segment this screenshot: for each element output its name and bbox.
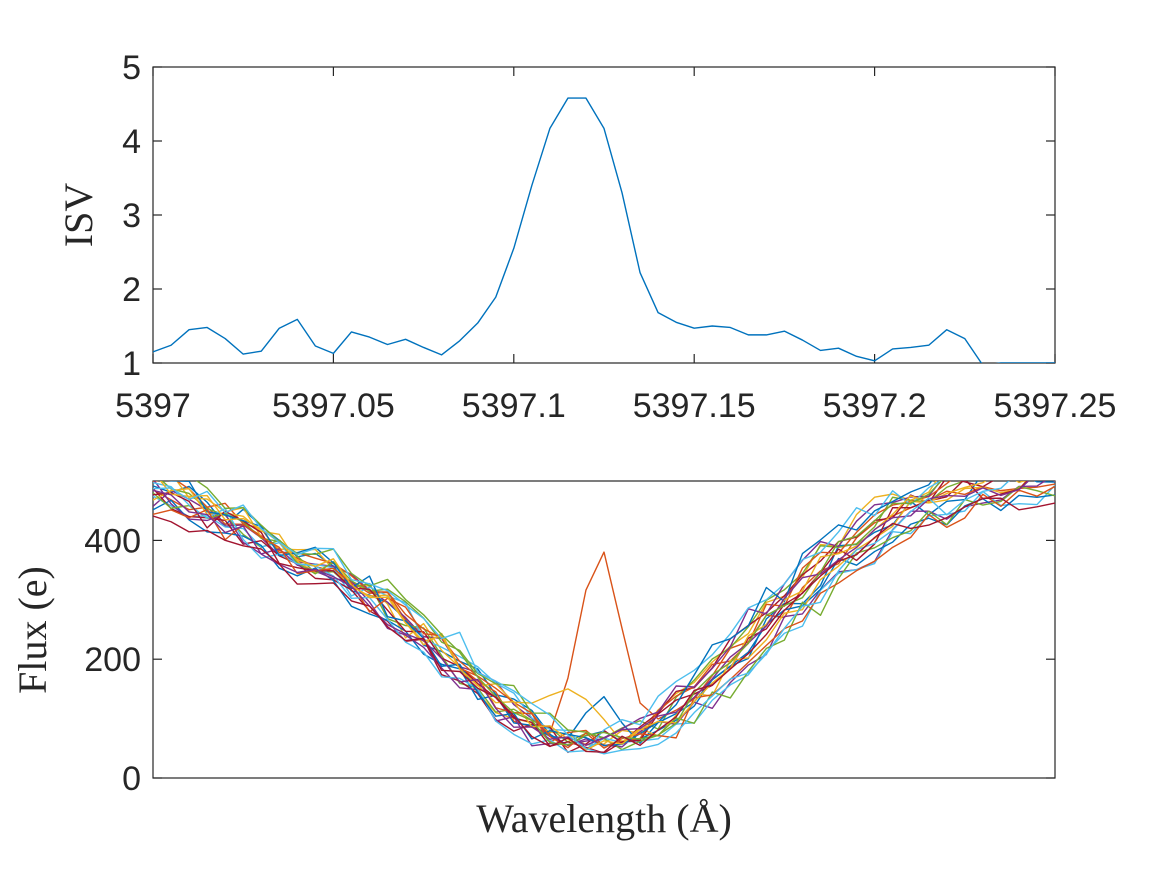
flux-series-line xyxy=(153,481,1010,755)
isv-series-line xyxy=(153,97,1055,363)
flux-series-line xyxy=(153,481,942,753)
isv-y-tick-label: 3 xyxy=(122,197,141,235)
flux-series-line xyxy=(168,481,933,747)
flux-y-tick-label: 0 xyxy=(122,760,141,798)
isv-x-tick-label: 5397.2 xyxy=(823,387,927,425)
flux-panel: 0 200 400 Flux (e) Wavelength (Å) xyxy=(10,480,1056,841)
isv-x-tick-label: 5397.15 xyxy=(633,387,756,425)
isv-y-tick-label: 5 xyxy=(122,49,141,87)
isv-panel: 1 2 3 4 5 5397 5397.05 5397.1 5397.15 5397.2 5397.… xyxy=(56,49,1116,425)
flux-series-line xyxy=(153,481,1055,743)
isv-plot-frame xyxy=(152,66,1056,364)
flux-series-line xyxy=(153,485,1055,749)
flux-series-line xyxy=(153,481,1055,747)
isv-y-tick-label: 2 xyxy=(122,271,141,309)
flux-y-axis-label: Flux (e) xyxy=(10,566,55,694)
isv-x-tick-label: 5397 xyxy=(115,387,191,425)
isv-y-tick-label: 4 xyxy=(122,123,141,161)
isv-x-tick-label: 5397.25 xyxy=(994,387,1117,425)
flux-series-line xyxy=(153,481,1055,747)
flux-plot-frame xyxy=(152,480,1056,779)
isv-y-tick-label: 1 xyxy=(122,345,141,383)
isv-y-axis-label: ISV xyxy=(56,183,101,248)
flux-series-line xyxy=(195,481,943,746)
flux-series-line xyxy=(161,481,967,743)
isv-axis-ticks: 1 2 3 4 5 5397 5397.05 5397.1 5397.15 5397.2 5397.… xyxy=(115,49,1116,425)
flux-series-line xyxy=(153,481,1047,748)
flux-x-axis-label: Wavelength (Å) xyxy=(476,796,732,841)
flux-series-line xyxy=(153,494,1055,744)
flux-y-tick-label: 200 xyxy=(84,641,141,679)
isv-series-group xyxy=(153,97,1055,363)
flux-series-line xyxy=(159,481,1026,751)
flux-series-line xyxy=(153,485,1055,751)
flux-series-line xyxy=(153,497,1055,753)
flux-axis-ticks: 0 200 400 xyxy=(84,522,1055,798)
flux-y-tick-label: 400 xyxy=(84,522,141,560)
flux-series-line xyxy=(153,484,1055,750)
isv-x-tick-label: 5397.05 xyxy=(272,387,395,425)
flux-series-group xyxy=(153,481,1055,755)
isv-x-tick-label: 5397.1 xyxy=(462,387,566,425)
